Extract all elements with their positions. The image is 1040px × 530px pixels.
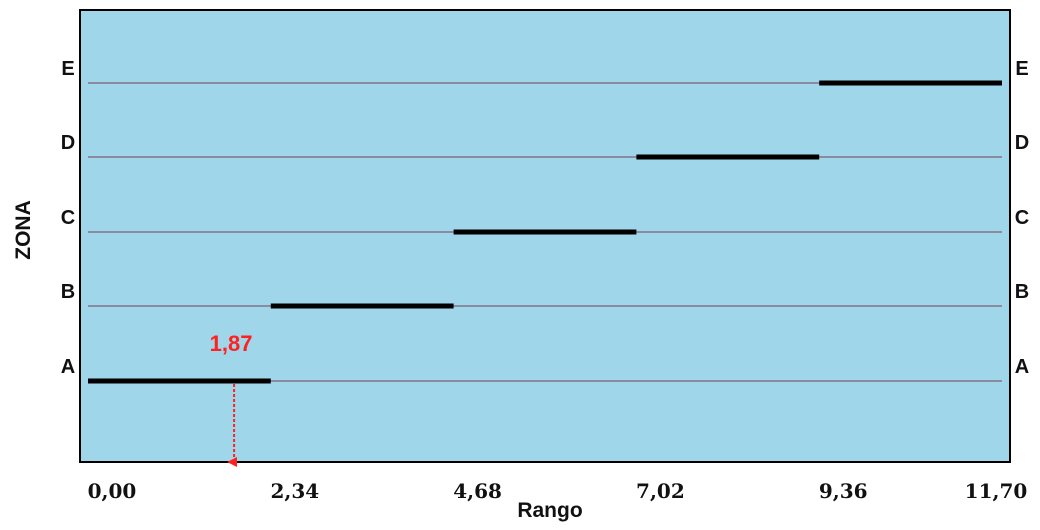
x-tick-label: 7,02: [636, 479, 685, 503]
zone-label-right-c: C: [1015, 207, 1029, 229]
x-tick-label: 0,00: [88, 479, 137, 503]
zone-label-left-c: C: [61, 207, 75, 229]
zone-label-left-a: A: [61, 356, 75, 378]
zone-label-right-d: D: [1015, 132, 1029, 154]
zone-label-right-a: A: [1015, 356, 1029, 378]
plot-area: [79, 9, 1011, 463]
zone-label-right-b: B: [1015, 281, 1029, 303]
x-tick-label: 9,36: [819, 479, 868, 503]
zone-label-left-e: E: [61, 58, 74, 80]
y-axis-title: ZONA: [12, 200, 35, 260]
zone-label-right-e: E: [1015, 58, 1028, 80]
x-tick-label: 4,68: [453, 479, 502, 503]
x-tick-label: 11,70: [965, 479, 1028, 503]
marker-value-label: 1,87: [210, 331, 253, 356]
zone-label-left-b: B: [61, 281, 75, 303]
zone-label-left-d: D: [61, 132, 75, 154]
x-tick-label: 2,34: [270, 479, 319, 503]
x-axis-title: Rango: [517, 499, 582, 522]
